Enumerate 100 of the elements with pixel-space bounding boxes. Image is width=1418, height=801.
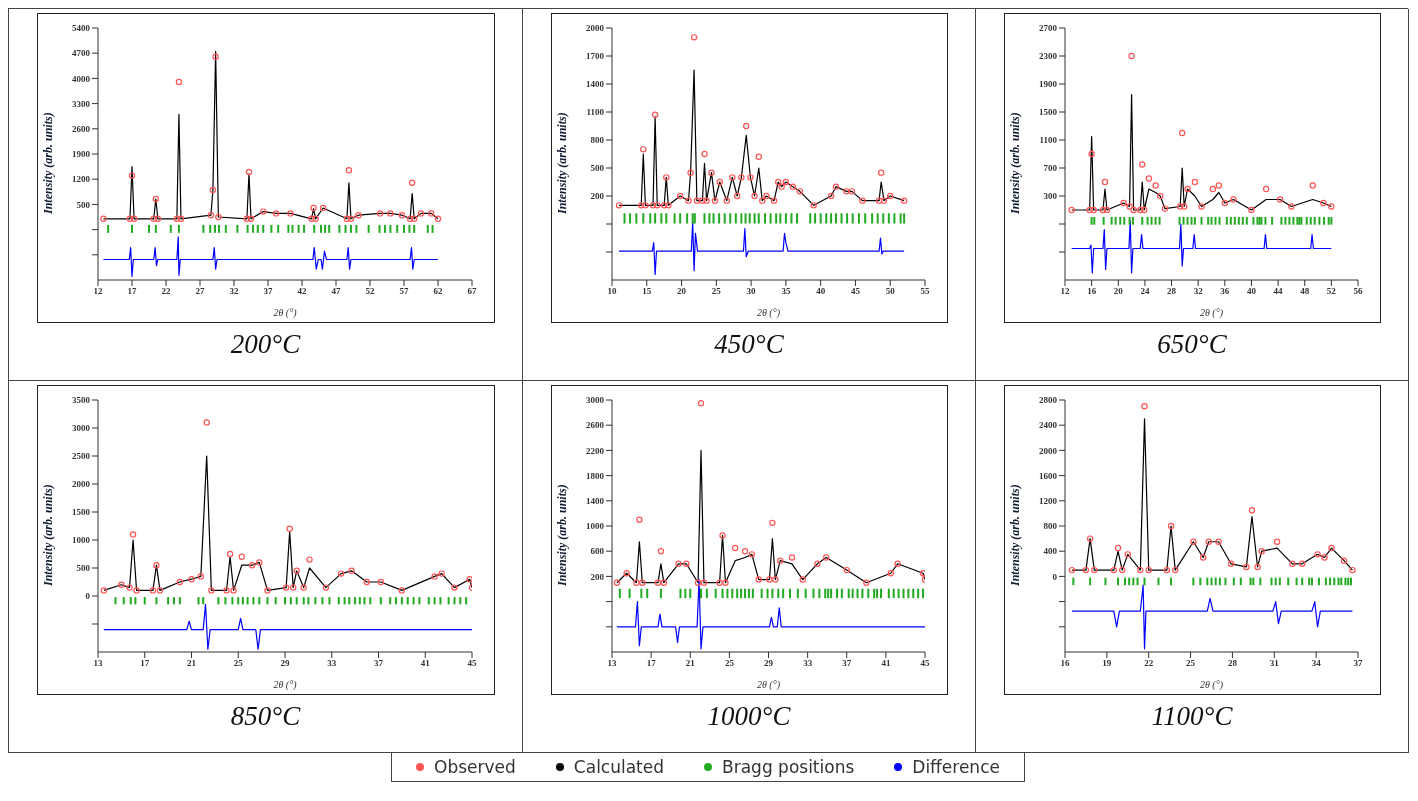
y-tick-label: 1200: [71, 174, 90, 185]
x-tick-label: 45: [920, 658, 930, 669]
y-tick-label: 2800: [1038, 395, 1057, 406]
x-axis-title: 2θ (°): [272, 679, 297, 691]
y-tick-label: 600: [590, 546, 604, 557]
y-tick-label: 3000: [71, 423, 90, 434]
x-tick-label: 37: [373, 658, 383, 669]
legend-label: Bragg positions: [722, 757, 855, 777]
y-tick-label: 1600: [1038, 470, 1057, 481]
y-axis-title: Intensity (arb. units): [40, 112, 55, 215]
x-tick-label: 41: [880, 658, 891, 669]
x-tick-label: 48: [1299, 286, 1310, 297]
y-tick-label: 500: [76, 199, 90, 210]
x-tick-label: 12: [1060, 286, 1070, 297]
x-tick-label: 13: [93, 658, 103, 669]
x-tick-label: 16: [1086, 286, 1097, 297]
x-tick-label: 25: [711, 286, 721, 297]
x-tick-label: 67: [467, 286, 477, 297]
x-tick-label: 44: [1273, 286, 1283, 297]
y-tick-label: 2600: [71, 124, 90, 134]
x-tick-label: 21: [186, 658, 196, 669]
x-tick-label: 56: [1353, 286, 1363, 297]
y-tick-label: 300: [1043, 191, 1057, 202]
text: 1000°C: [707, 701, 791, 732]
x-tick-label: 31: [1269, 658, 1279, 669]
x-tick-label: 17: [646, 658, 656, 669]
y-tick-label: 3500: [71, 395, 90, 406]
x-tick-label: 35: [780, 286, 791, 297]
x-tick-label: 20: [1113, 286, 1123, 297]
y-tick-label: 0: [1052, 571, 1057, 582]
y-tick-label: 1900: [1038, 79, 1057, 90]
x-tick-label: 37: [841, 658, 852, 669]
x-axis-title: 2θ (°): [756, 307, 781, 319]
x-tick-label: 37: [1353, 658, 1363, 669]
text: 200°C: [230, 329, 301, 360]
y-tick-label: 800: [1043, 521, 1057, 532]
y-tick-label: 1800: [585, 470, 604, 481]
y-tick-label: 1400: [585, 79, 604, 90]
y-axis-title: Intensity (arb. units): [554, 484, 569, 587]
x-tick-label: 52: [1326, 286, 1336, 297]
x-tick-label: 41: [420, 658, 430, 669]
text: 650°C: [1157, 329, 1227, 360]
x-tick-label: 13: [607, 658, 617, 669]
y-tick-label: 2000: [1038, 445, 1057, 456]
x-tick-label: 16: [1060, 658, 1070, 669]
x-tick-label: 45: [467, 658, 477, 669]
x-tick-label: 47: [331, 286, 341, 297]
y-tick-label: 1000: [71, 535, 90, 546]
y-tick-label: 4000: [71, 73, 90, 84]
y-tick-label: 1700: [585, 51, 604, 62]
x-axis-title: 2θ (°): [1199, 307, 1224, 319]
y-tick-label: 2000: [71, 479, 90, 490]
x-tick-label: 25: [233, 658, 243, 669]
x-tick-label: 36: [1219, 286, 1230, 297]
y-tick-label: 1200: [1038, 495, 1057, 506]
y-tick-label: 400: [1043, 546, 1057, 557]
x-tick-label: 27: [195, 286, 205, 297]
x-tick-label: 29: [763, 658, 773, 669]
y-tick-label: 200: [590, 191, 604, 202]
y-tick-label: 2300: [1038, 51, 1057, 62]
y-tick-label: 700: [1043, 163, 1057, 174]
x-tick-label: 40: [1246, 286, 1256, 297]
x-tick-label: 30: [746, 286, 756, 297]
x-tick-label: 22: [161, 286, 171, 297]
x-tick-label: 28: [1227, 658, 1237, 669]
x-axis-title: 2θ (°): [272, 307, 297, 319]
x-tick-label: 17: [127, 286, 137, 297]
text: 850°C: [230, 701, 301, 732]
y-tick-label: 2700: [1038, 23, 1057, 34]
y-tick-label: 3000: [585, 395, 604, 406]
x-tick-label: 33: [802, 658, 813, 669]
y-tick-label: 800: [590, 135, 604, 146]
x-tick-label: 33: [326, 658, 337, 669]
x-tick-label: 25: [724, 658, 734, 669]
y-axis-title: Intensity (arb. units): [554, 112, 569, 215]
x-tick-label: 24: [1139, 286, 1150, 297]
x-tick-label: 12: [93, 286, 103, 297]
x-tick-label: 42: [297, 286, 307, 297]
x-tick-label: 21: [685, 658, 695, 669]
y-tick-label: 1000: [585, 521, 604, 532]
x-tick-label: 37: [263, 286, 273, 297]
y-axis-title: Intensity (arb. units): [1007, 112, 1022, 215]
y-tick-label: 2600: [585, 420, 604, 431]
legend-label: Difference: [912, 757, 1000, 777]
x-tick-label: 19: [1101, 658, 1112, 669]
x-tick-label: 57: [399, 286, 409, 297]
x-tick-label: 25: [1185, 658, 1196, 669]
y-tick-label: 2500: [71, 451, 90, 462]
y-tick-label: 500: [590, 163, 604, 174]
x-tick-label: 45: [850, 286, 860, 297]
y-tick-label: 0: [85, 591, 90, 602]
x-axis-title: 2θ (°): [756, 679, 781, 691]
x-tick-label: 15: [641, 286, 652, 297]
x-tick-label: 62: [433, 286, 443, 297]
y-tick-label: 1100: [1038, 135, 1057, 146]
x-tick-label: 29: [280, 658, 290, 669]
y-tick-label: 500: [76, 563, 90, 574]
y-tick-label: 1900: [71, 149, 90, 160]
y-tick-label: 1500: [1038, 107, 1057, 118]
legend-label: Observed: [434, 757, 516, 777]
